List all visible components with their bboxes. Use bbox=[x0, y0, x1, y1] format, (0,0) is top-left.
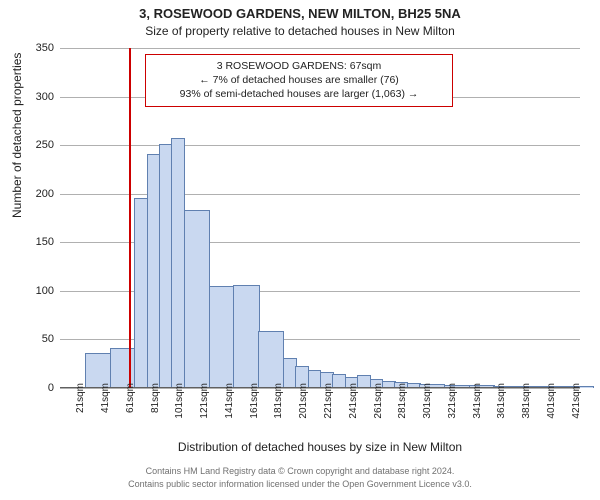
x-axis-label: Distribution of detached houses by size … bbox=[60, 440, 580, 454]
ytick-label: 250 bbox=[14, 139, 54, 151]
xtick-label: 321sqm bbox=[447, 383, 458, 419]
xtick-label: 161sqm bbox=[249, 383, 260, 419]
xtick-label: 401sqm bbox=[546, 383, 557, 419]
footer-copyright-1: Contains HM Land Registry data © Crown c… bbox=[0, 466, 600, 478]
annotation-line1: 3 ROSEWOOD GARDENS: 67sqm bbox=[154, 59, 444, 73]
xtick-label: 361sqm bbox=[496, 383, 507, 419]
ytick-label: 350 bbox=[14, 42, 54, 54]
ytick-label: 300 bbox=[14, 91, 54, 103]
annotation-line3: 93% of semi-detached houses are larger (… bbox=[154, 87, 444, 101]
chart-container: 3, ROSEWOOD GARDENS, NEW MILTON, BH25 5N… bbox=[0, 0, 600, 500]
xtick-label: 21sqm bbox=[75, 383, 86, 413]
xtick-label: 421sqm bbox=[571, 383, 582, 419]
ytick-label: 100 bbox=[14, 285, 54, 297]
ytick-label: 50 bbox=[14, 333, 54, 345]
chart-title-address: 3, ROSEWOOD GARDENS, NEW MILTON, BH25 5N… bbox=[0, 6, 600, 21]
histogram-bar bbox=[233, 285, 259, 388]
xtick-label: 181sqm bbox=[273, 383, 284, 419]
xtick-label: 61sqm bbox=[125, 383, 136, 413]
histogram-bar bbox=[184, 210, 210, 388]
annotation-line2: ← 7% of detached houses are smaller (76) bbox=[154, 73, 444, 87]
xtick-label: 221sqm bbox=[323, 383, 334, 419]
property-marker-line bbox=[129, 48, 131, 388]
xtick-label: 341sqm bbox=[472, 383, 483, 419]
ytick-label: 0 bbox=[14, 382, 54, 394]
chart-subtitle: Size of property relative to detached ho… bbox=[0, 24, 600, 38]
xtick-label: 81sqm bbox=[150, 383, 161, 413]
histogram-bar bbox=[258, 331, 284, 388]
xtick-label: 381sqm bbox=[521, 383, 532, 419]
footer-copyright-2: Contains public sector information licen… bbox=[0, 479, 600, 491]
xtick-label: 41sqm bbox=[100, 383, 111, 413]
annotation-box: 3 ROSEWOOD GARDENS: 67sqm ← 7% of detach… bbox=[145, 54, 453, 107]
xtick-label: 281sqm bbox=[397, 383, 408, 419]
xtick-label: 121sqm bbox=[199, 383, 210, 419]
plot-area: 3 ROSEWOOD GARDENS: 67sqm ← 7% of detach… bbox=[60, 48, 580, 388]
xtick-label: 141sqm bbox=[224, 383, 235, 419]
histogram-bar bbox=[209, 286, 235, 388]
xtick-label: 201sqm bbox=[298, 383, 309, 419]
ytick-label: 200 bbox=[14, 188, 54, 200]
xtick-label: 241sqm bbox=[348, 383, 359, 419]
xtick-label: 261sqm bbox=[373, 383, 384, 419]
xtick-label: 301sqm bbox=[422, 383, 433, 419]
ytick-label: 150 bbox=[14, 236, 54, 248]
xtick-label: 101sqm bbox=[174, 383, 185, 419]
